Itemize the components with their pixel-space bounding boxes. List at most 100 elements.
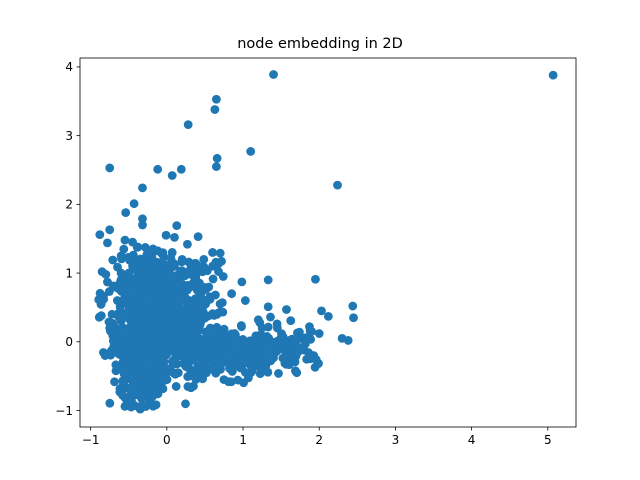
data-point <box>171 382 181 391</box>
data-point <box>123 353 133 363</box>
data-point <box>150 276 159 285</box>
data-point <box>288 356 298 365</box>
data-point <box>252 333 262 343</box>
data-point <box>116 364 126 374</box>
data-point <box>217 349 227 359</box>
data-point <box>166 275 176 285</box>
data-point <box>121 208 131 218</box>
data-point <box>146 393 156 403</box>
data-point <box>242 349 252 359</box>
data-point <box>164 311 173 320</box>
data-point <box>109 282 118 292</box>
data-point <box>173 368 183 378</box>
data-point <box>263 275 273 285</box>
data-point <box>204 294 214 304</box>
data-point <box>131 307 141 317</box>
data-point <box>282 356 291 366</box>
data-point <box>131 330 141 340</box>
data-point <box>257 323 267 333</box>
data-point <box>177 317 187 327</box>
data-point <box>348 301 358 311</box>
data-point <box>131 351 141 360</box>
data-point <box>333 180 342 190</box>
data-point <box>133 337 143 347</box>
data-point <box>196 316 206 326</box>
y-tick-label: 3 <box>65 129 73 143</box>
data-point <box>147 254 157 264</box>
data-point <box>232 342 242 352</box>
data-point <box>119 244 129 254</box>
data-point <box>153 246 163 256</box>
data-point <box>192 326 202 336</box>
data-point <box>314 329 324 338</box>
data-point <box>135 316 145 326</box>
data-point <box>198 302 208 312</box>
data-point <box>186 261 196 271</box>
data-point <box>240 296 250 305</box>
data-point <box>192 285 202 295</box>
data-point <box>154 268 164 278</box>
data-point <box>139 265 149 275</box>
data-point <box>208 248 217 257</box>
plot-frame <box>79 57 577 428</box>
data-point <box>210 105 220 114</box>
data-point <box>208 261 217 271</box>
x-tick-label: 2 <box>315 433 323 447</box>
data-point <box>292 368 302 378</box>
data-point <box>253 315 263 325</box>
data-point <box>237 277 247 287</box>
data-point <box>138 220 147 230</box>
data-point <box>199 363 208 373</box>
data-point <box>265 347 275 357</box>
data-point <box>231 330 240 340</box>
data-point <box>129 199 139 209</box>
data-point <box>183 239 192 249</box>
data-point <box>284 340 294 350</box>
data-point <box>120 344 130 354</box>
data-point <box>131 382 141 392</box>
data-point <box>183 268 193 278</box>
data-point <box>186 299 196 309</box>
data-point <box>116 276 126 285</box>
x-tick-label: 1 <box>239 433 247 447</box>
data-point <box>170 358 179 367</box>
x-tick-label: 4 <box>468 433 476 447</box>
data-points <box>94 70 558 414</box>
data-point <box>274 369 283 378</box>
data-point <box>209 359 218 369</box>
data-point <box>151 400 161 410</box>
data-point <box>261 361 271 371</box>
data-point <box>193 232 203 242</box>
data-point <box>110 377 119 387</box>
data-point <box>215 333 225 343</box>
data-point <box>212 309 222 319</box>
data-point <box>170 232 179 242</box>
data-point <box>139 385 149 395</box>
data-point <box>147 378 157 388</box>
data-point <box>154 351 164 360</box>
data-point <box>128 371 137 381</box>
data-point <box>238 337 248 347</box>
data-point <box>196 354 206 364</box>
y-tick-label: 0 <box>65 335 73 349</box>
data-point <box>131 275 141 285</box>
data-point <box>199 254 209 264</box>
data-point <box>286 316 296 326</box>
data-point <box>103 277 112 287</box>
x-tick-label: 3 <box>392 433 400 447</box>
data-point <box>140 243 150 252</box>
x-axis-ticks: −1 0 1 2 3 4 5 <box>82 427 552 447</box>
data-point <box>212 153 222 163</box>
data-point <box>227 289 237 299</box>
data-point <box>96 298 106 308</box>
data-point <box>548 70 558 80</box>
data-point <box>167 171 177 180</box>
data-point <box>123 277 133 287</box>
data-point <box>295 333 305 343</box>
data-point <box>105 225 115 235</box>
data-point <box>143 319 153 329</box>
data-point <box>135 364 145 374</box>
x-tick-label: −1 <box>82 433 100 447</box>
data-point <box>126 316 136 326</box>
